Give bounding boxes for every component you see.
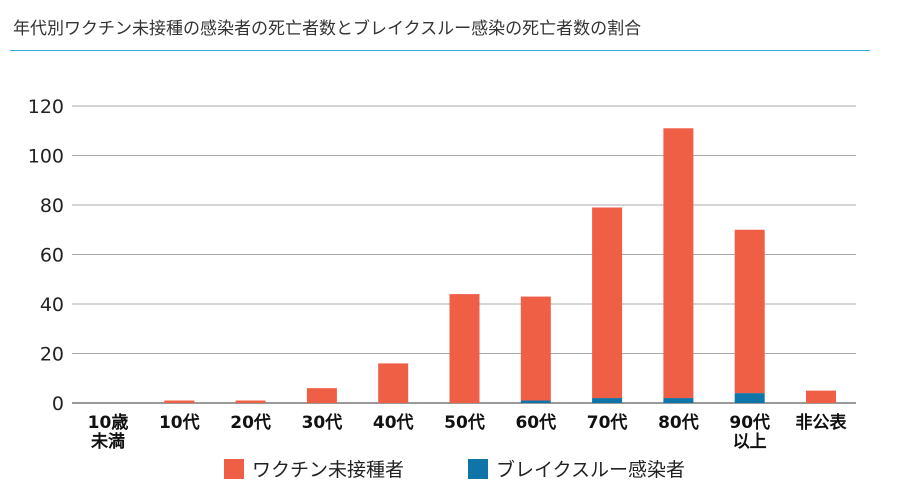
x-tick-label: 60代 bbox=[515, 412, 556, 433]
x-tick-label: 80代 bbox=[658, 412, 699, 433]
y-tick-label: 40 bbox=[40, 294, 64, 316]
legend-label: ワクチン未接種者 bbox=[252, 459, 405, 481]
bar-unvaccinated bbox=[734, 229, 765, 394]
legend-swatch bbox=[224, 458, 244, 479]
x-tick-label: 70代 bbox=[587, 412, 628, 433]
bar-unvaccinated bbox=[378, 363, 409, 403]
x-tick-label: 未満 bbox=[90, 431, 125, 452]
x-tick-label: 非公表 bbox=[796, 412, 848, 433]
legend-item-unvaccinated: ワクチン未接種者 bbox=[224, 455, 404, 482]
bar-unvaccinated bbox=[164, 400, 195, 403]
y-tick-label: 20 bbox=[40, 344, 64, 366]
bar-breakthrough bbox=[520, 400, 551, 403]
bar-unvaccinated bbox=[306, 388, 337, 403]
x-tick-label: 10歳 bbox=[88, 412, 129, 433]
y-tick-label: 100 bbox=[28, 146, 64, 168]
legend-item-breakthrough: ブレイクスルー感染者 bbox=[468, 455, 685, 482]
bar-unvaccinated bbox=[449, 294, 480, 403]
x-tick-label: 20代 bbox=[230, 412, 271, 433]
bar-breakthrough bbox=[663, 398, 694, 403]
x-tick-label: 30代 bbox=[302, 412, 343, 433]
bar-unvaccinated bbox=[520, 296, 551, 401]
bar-unvaccinated bbox=[806, 390, 836, 403]
y-tick-label: 0 bbox=[52, 393, 64, 415]
x-tick-label: 40代 bbox=[373, 412, 414, 433]
x-tick-label: 90代 bbox=[729, 412, 770, 433]
bar-unvaccinated bbox=[592, 207, 623, 399]
x-tick-label: 10代 bbox=[159, 412, 200, 433]
y-tick-label: 60 bbox=[40, 245, 64, 267]
bar-unvaccinated bbox=[663, 128, 694, 399]
chart-title: 年代別ワクチン未接種の感染者の死亡者数とブレイクスルー感染の死亡者数の割合 bbox=[13, 19, 642, 39]
y-tick-label: 120 bbox=[28, 96, 64, 118]
bar-unvaccinated bbox=[235, 400, 266, 403]
legend-swatch bbox=[468, 458, 488, 479]
title-divider bbox=[10, 50, 870, 51]
bar-breakthrough bbox=[592, 398, 623, 403]
x-tick-label: 以上 bbox=[733, 432, 767, 452]
bar-breakthrough bbox=[734, 393, 765, 403]
y-tick-label: 80 bbox=[40, 195, 64, 217]
legend-label: ブレイクスルー感染者 bbox=[496, 459, 686, 481]
x-tick-label: 50代 bbox=[444, 412, 485, 433]
